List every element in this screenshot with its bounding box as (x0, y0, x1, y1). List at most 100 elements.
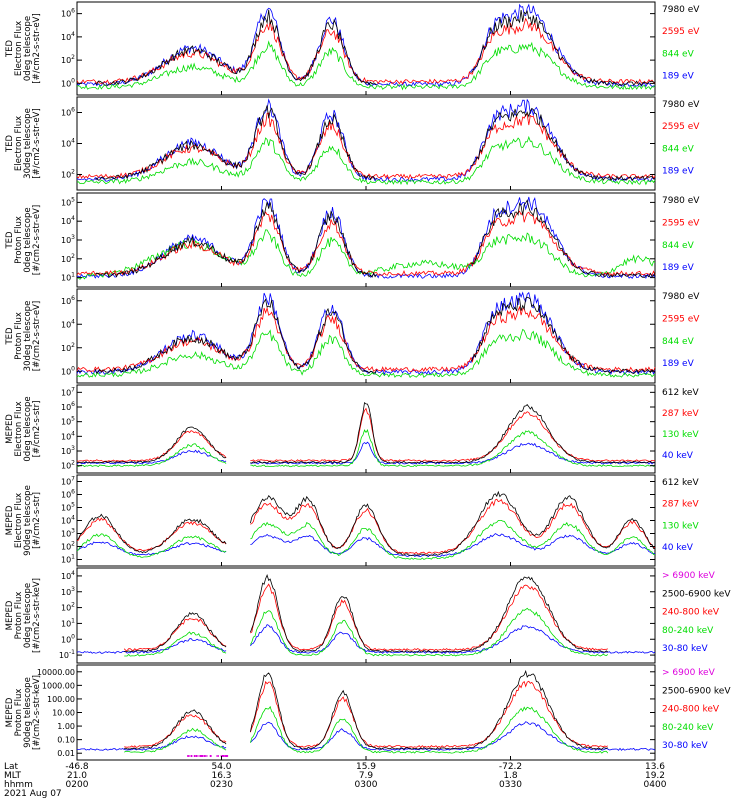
x-tick-label: 0230 (210, 780, 233, 790)
legend-entry: 844 eV (662, 49, 695, 59)
y-tick-label: 0.10 (57, 736, 75, 745)
y-axis-label-line: [#/cm2-s-str-eV] (32, 13, 42, 83)
x-tick-label: 13.6 (645, 762, 665, 772)
y-tick-label: 104 (61, 31, 75, 42)
series-point (193, 755, 195, 757)
series-line (76, 407, 656, 462)
series-line (76, 328, 656, 378)
series-point (204, 755, 206, 757)
y-tick-label: 102 (61, 460, 75, 471)
series-line (95, 105, 656, 182)
y-axis-label: MEPED Proton Flux 0deg telescope [#/cm2-s-s… (5, 578, 42, 653)
y-axis-label: MEPED Proton Flux 90deg telescope [#/cm2-s-… (5, 675, 42, 750)
panel-6: 101 102 103 104 105 106 107 MEPED Electron Flux 9… (5, 474, 699, 567)
y-axis-label-line: [#/cm2-s-str-keV] (32, 675, 42, 750)
series-point (200, 755, 202, 757)
series-line (76, 490, 656, 557)
y-tick-label: 106 (61, 8, 75, 19)
y-axis-label-line: [#/cm2-s-str-eV] (32, 108, 42, 178)
legend-entry: 612 keV (662, 388, 699, 398)
y-axis-label-line: [#/cm2-s-str-eV] (32, 301, 42, 371)
series-line (76, 17, 656, 85)
y-axis-label-line: 0deg telescope (23, 207, 33, 272)
series-line (76, 519, 656, 560)
series-line (76, 291, 656, 376)
series-line (123, 583, 608, 651)
y-tick-label: 100 (61, 77, 75, 88)
series-line (94, 296, 656, 374)
series-line (76, 3, 656, 88)
legend-entry: 130 keV (662, 430, 699, 440)
series-point (204, 755, 206, 757)
y-axis-label-line: MEPED (5, 414, 15, 444)
series-line (76, 40, 656, 91)
x-tick-label: 0300 (355, 780, 378, 790)
y-axis-label-line: TED (5, 39, 15, 58)
plot-date: 2021 Aug 07 (4, 789, 62, 799)
legend-entry: 2500-6900 keV (662, 589, 731, 599)
y-tick-label: 106 (61, 489, 75, 500)
x-tick-label: 19.2 (645, 771, 665, 781)
series-point (226, 755, 228, 757)
y-axis-label-line: TED (5, 231, 15, 250)
y-tick-label: 103 (61, 445, 75, 456)
y-tick-label: 107 (61, 476, 75, 487)
y-tick-label: 106 (61, 401, 75, 412)
series-line (76, 498, 656, 555)
y-tick-label: 105 (61, 502, 75, 513)
x-tick-label: 7.9 (359, 771, 374, 781)
y-axis-label-line: MEPED (5, 505, 15, 535)
series-point (216, 755, 218, 757)
y-axis-label-line: Electron Flux (14, 116, 24, 171)
y-tick-label: 105 (61, 196, 75, 207)
y-tick-label: 103 (61, 234, 75, 245)
y-axis-label-line: MEPED (5, 697, 15, 727)
series-point (202, 755, 203, 757)
y-tick-label: 102 (61, 54, 75, 65)
y-tick-label: 100 (61, 365, 75, 376)
legend-entry: 7980 eV (662, 196, 700, 206)
series-point (209, 755, 211, 757)
y-axis-label-line: Electron Flux (14, 21, 24, 76)
y-tick-label: 0.01 (57, 749, 75, 758)
x-tick-label: -72.2 (499, 762, 522, 772)
legend-entry: 30-80 keV (662, 741, 708, 751)
panel-4: 100 102 104 106 TED Proton Flux 30deg telescop… (5, 288, 700, 384)
series-point (217, 755, 219, 757)
legend-entry: 287 keV (662, 409, 699, 419)
y-axis-label-line: Electron Flux (14, 493, 24, 548)
series-point (197, 755, 199, 757)
y-tick-label: 1000.00 (42, 681, 75, 690)
panel-2: 102 104 106 TED Electron Flux 30deg telescope… (5, 96, 700, 191)
legend-entry: 7980 eV (662, 5, 700, 15)
legend-entry: 287 keV (662, 500, 699, 510)
y-tick-label: 1.00 (57, 722, 75, 731)
legend-entry: 189 eV (662, 359, 695, 369)
x-tick-label: 0400 (644, 780, 667, 790)
series-line (76, 429, 656, 468)
legend-entry: 80-240 keV (662, 626, 714, 636)
series-line (124, 705, 609, 754)
y-tick-label: 100.00 (47, 695, 75, 704)
legend-entry: 2595 eV (662, 27, 700, 37)
y-axis-label-line: [#/cm2-s-str] (32, 492, 42, 549)
y-tick-label: 100 (61, 633, 75, 644)
series-point (188, 755, 190, 757)
legend-entry: 844 eV (662, 337, 695, 347)
legend-entry: 2595 eV (662, 314, 700, 324)
series-point (222, 755, 223, 757)
series-line (76, 305, 656, 373)
panel-frame (76, 288, 656, 384)
legend-entry: 80-240 keV (662, 723, 714, 733)
x-axis-row-label: MLT (4, 771, 22, 781)
series-line (76, 624, 656, 654)
legend-entry: 2595 eV (662, 122, 700, 132)
y-tick-label: 103 (61, 528, 75, 539)
legend-entry: > 6900 keV (662, 571, 716, 581)
y-axis-label-line: Proton Flux (14, 216, 24, 264)
legend-entry: 40 keV (662, 543, 694, 553)
y-axis-label-line: [#/cm2-s-str] (32, 401, 42, 458)
panel-5: 102 103 104 105 106 107 MEPED Electron Flux 0deg… (5, 384, 699, 474)
